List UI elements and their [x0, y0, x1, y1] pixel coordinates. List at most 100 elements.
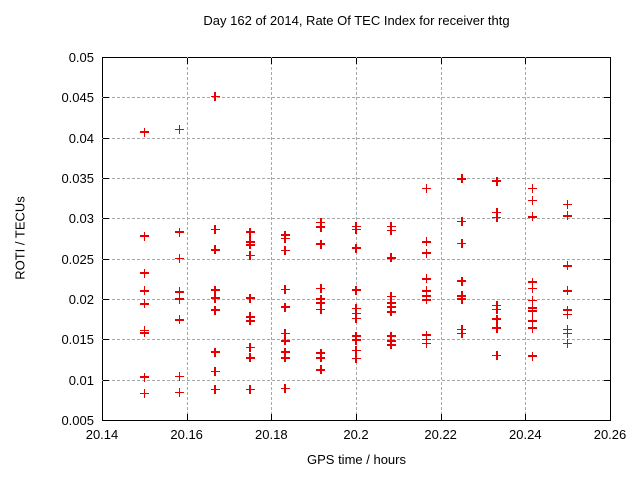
data-point-marker — [139, 388, 149, 398]
data-point-marker — [457, 217, 467, 227]
data-point-marker — [316, 222, 326, 232]
data-point-marker — [386, 253, 396, 263]
y-tick-mark — [103, 137, 109, 139]
data-point-marker — [280, 234, 290, 243]
y-tick-label: 0.02 — [68, 292, 94, 307]
x-tick-mark — [186, 58, 188, 64]
y-tick-mark — [103, 299, 109, 300]
data-point-marker — [492, 213, 502, 223]
data-point-marker — [492, 314, 502, 324]
data-point-marker — [528, 277, 538, 287]
y-tick-mark — [103, 258, 109, 260]
data-point-marker — [280, 246, 290, 256]
data-point-marker — [351, 243, 361, 253]
y-tick-label: 0.025 — [61, 251, 94, 267]
data-point-marker — [386, 307, 396, 317]
data-point-marker — [174, 388, 184, 398]
data-point-marker — [210, 305, 220, 315]
x-tick-mark — [525, 58, 527, 64]
y-tick-mark — [103, 178, 109, 179]
data-point-marker — [386, 331, 396, 341]
data-point-marker — [351, 313, 361, 323]
data-point-marker — [563, 211, 573, 221]
y-axis-label: ROTI / TECUs — [12, 196, 28, 280]
data-point-marker — [174, 315, 184, 325]
x-tick-label: 20.24 — [509, 427, 542, 442]
data-point-marker — [245, 250, 255, 260]
y-tick-mark — [604, 178, 610, 179]
v-gridline — [356, 57, 357, 420]
y-tick-mark — [604, 97, 610, 99]
y-tick-label: 0.05 — [68, 50, 94, 65]
data-point-marker — [492, 350, 502, 360]
data-point-marker — [528, 316, 538, 326]
data-point-marker — [351, 354, 361, 364]
data-point-marker — [528, 296, 538, 306]
data-point-marker — [174, 287, 184, 297]
x-tick-label: 20.18 — [255, 427, 288, 442]
data-point-marker — [528, 196, 538, 206]
data-point-marker — [422, 338, 432, 348]
x-tick-mark — [186, 414, 188, 420]
data-point-marker — [174, 371, 184, 381]
data-point-marker — [563, 261, 573, 271]
data-point-marker — [280, 336, 290, 346]
data-point-marker — [245, 227, 255, 237]
data-point-marker — [139, 231, 149, 241]
data-point-marker — [210, 285, 220, 295]
chart-title: Day 162 of 2014, Rate Of TEC Index for r… — [203, 13, 510, 28]
y-tick-mark — [103, 339, 109, 341]
x-tick-label: 20.16 — [170, 427, 203, 442]
data-point-marker — [245, 384, 255, 394]
data-point-marker — [280, 353, 290, 363]
data-point-marker — [316, 365, 326, 375]
data-point-marker — [492, 208, 502, 218]
data-point-marker — [528, 183, 538, 193]
x-tick-mark — [356, 58, 357, 64]
x-tick-mark — [440, 58, 442, 64]
data-point-marker — [174, 294, 184, 304]
data-point-marker — [422, 295, 432, 305]
y-tick-mark — [103, 379, 109, 381]
data-point-marker — [422, 286, 432, 296]
data-point-marker — [457, 294, 467, 304]
data-point-marker — [351, 285, 361, 295]
data-point-marker — [245, 353, 255, 363]
data-point-marker — [210, 384, 220, 394]
data-point-marker — [563, 200, 573, 210]
y-tick-mark — [103, 218, 109, 220]
data-point-marker — [386, 302, 396, 312]
data-point-marker — [563, 329, 573, 339]
x-tick-mark — [271, 414, 273, 420]
data-point-marker — [210, 293, 220, 303]
data-point-marker — [245, 342, 255, 352]
y-tick-mark — [604, 299, 610, 300]
data-point-marker — [528, 323, 538, 333]
y-tick-label: 0.015 — [61, 332, 94, 348]
data-point-marker — [563, 338, 573, 348]
data-point-marker — [422, 183, 432, 193]
data-point-marker — [280, 302, 290, 312]
data-point-marker — [528, 306, 538, 316]
v-gridline — [525, 57, 527, 420]
y-tick-label: 0.035 — [61, 171, 94, 186]
data-point-marker — [210, 347, 220, 357]
data-point-marker — [457, 238, 467, 248]
v-gridline — [440, 57, 442, 420]
data-point-marker — [492, 176, 502, 186]
data-point-marker — [139, 299, 149, 309]
data-point-marker — [563, 286, 573, 296]
data-point-marker — [386, 340, 396, 350]
data-point-marker — [245, 240, 255, 250]
x-tick-mark — [440, 414, 442, 420]
y-tick-mark — [604, 379, 610, 381]
y-tick-mark — [103, 97, 109, 99]
data-point-marker — [422, 274, 432, 284]
data-point-marker — [316, 353, 326, 363]
data-point-marker — [316, 304, 326, 314]
data-point-marker — [528, 212, 538, 222]
data-point-marker — [351, 346, 361, 356]
data-point-marker — [457, 174, 467, 184]
data-point-marker — [210, 367, 220, 377]
x-tick-label: 20.14 — [85, 427, 119, 442]
